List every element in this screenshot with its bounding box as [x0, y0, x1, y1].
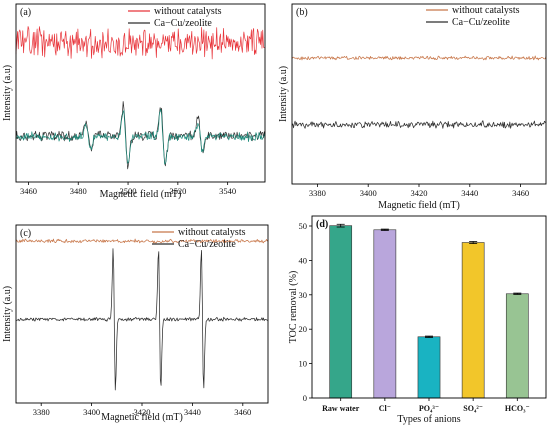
- panel-c-ticks: 3380 3400 3420 3440 3460: [33, 403, 251, 417]
- panel-d-y-tick-label-40: 40: [299, 255, 308, 265]
- panel-c-series-ca-cu-zeolite: [15, 248, 269, 391]
- panel-b-x-tick-label-3380: 3380: [309, 188, 326, 198]
- panel-b-legend-label-ca-cu-zeolite: Ca−Cu/zeolite: [452, 17, 510, 28]
- panel-b-ticks: 3380 3400 3420 3440 3460: [309, 184, 529, 198]
- panel-c-series-layer: [15, 238, 269, 391]
- panel-a-legend-label-without-catalysts: without catalysts: [154, 6, 222, 17]
- panel-d-y-axis-label: TOC removal (%): [288, 271, 299, 344]
- panel-a-y-axis-label: Intensity (a.u): [2, 65, 13, 121]
- panel-a-series-layer: [15, 26, 266, 170]
- panel-a-frame: [15, 3, 266, 183]
- panel-a-esr-chart: 3460 3480 3500 3520 3540 (a) Magnetic field …: [2, 3, 266, 200]
- panel-d-label: (d): [316, 219, 328, 230]
- panel-b-legend-label-without-catalysts: without catalysts: [452, 5, 520, 16]
- panel-c-x-tick-label-3460: 3460: [234, 407, 251, 417]
- panel-d-bar-raw-water-0: [329, 225, 353, 399]
- panel-d-x-tick-label-2: PO₄³⁻: [419, 404, 439, 413]
- panel-a-x-tick-label-3460: 3460: [20, 186, 37, 196]
- panel-b-series-layer: [291, 55, 547, 129]
- panel-c-x-axis-label: Magnetic field (mT): [101, 412, 183, 423]
- panel-d-y-tick-label-0: 0: [303, 393, 307, 403]
- panel-c-series-without-catalysts: [15, 238, 269, 244]
- panel-a-ticks: 3460 3480 3500 3520 3540: [20, 182, 236, 196]
- panel-d-x-tick-label-4: HCO₃⁻: [505, 404, 530, 413]
- panel-c-legend-label-without-catalysts: without catalysts: [178, 227, 246, 238]
- panel-a-x-tick-label-3480: 3480: [70, 186, 87, 196]
- panel-c-esr-chart: 3380 3400 3420 3440 3460 (c) Magnetic field …: [2, 224, 269, 423]
- panel-c-x-tick-label-3420: 3420: [134, 407, 151, 417]
- panel-c-label: (c): [20, 228, 31, 239]
- panel-b-x-axis-label: Magnetic field (mT): [378, 200, 460, 211]
- panel-b-series-without-catalysts: [291, 55, 547, 61]
- panel-b-x-tick-label-3400: 3400: [360, 188, 377, 198]
- panel-c-legend: without catalysts Ca−Cu/zeolite: [152, 227, 246, 250]
- panel-d-y-tick-label-20: 20: [299, 324, 308, 334]
- panel-b-label: (b): [296, 7, 308, 18]
- panel-c-x-tick-label-3400: 3400: [83, 407, 100, 417]
- panel-d-bar-so-3: [461, 242, 485, 399]
- panel-a-series-ca-cu-zeolite: [15, 101, 266, 170]
- panel-d-bar-po-2: [417, 336, 441, 399]
- panel-d-x-tick-label-3: SO₄²⁻: [463, 404, 483, 413]
- panel-d-bar-chart: Raw water Cl⁻ PO₄³⁻ SO₄²⁻ HCO₃⁻ 0 10 20 30 40 50 (…: [288, 215, 547, 425]
- panel-d-bar-cl-1: [373, 229, 397, 399]
- panel-d-y-tick-label-10: 10: [299, 359, 308, 369]
- panel-a-x-axis-label: Magnetic field (mT): [100, 189, 182, 200]
- panel-d-bar-hco-4: [505, 293, 529, 399]
- panel-d-bars: [329, 223, 529, 399]
- panel-b-y-axis-label: Intensity (a.u): [278, 66, 289, 122]
- panel-d-y-tick-label-50: 50: [299, 221, 308, 231]
- panel-d-x-tick-label-1: Cl⁻: [379, 404, 391, 413]
- panel-a-legend: without catalysts Ca−Cu/zeolite: [128, 6, 222, 29]
- panel-c-x-tick-label-3440: 3440: [184, 407, 201, 417]
- panel-c-y-axis-label: Intensity (a.u): [2, 286, 13, 342]
- panel-b-esr-chart: 3380 3400 3420 3440 3460 (b) Magnetic field …: [278, 3, 547, 211]
- panel-a-x-tick-label-3540: 3540: [219, 186, 236, 196]
- panel-c-legend-label-ca-cu-zeolite: Ca−Cu/zeolite: [178, 239, 236, 250]
- panel-a-x-tick-label-3520: 3520: [169, 186, 186, 196]
- panel-d-ticks: Raw water Cl⁻ PO₄³⁻ SO₄²⁻ HCO₃⁻ 0 10 20 30 40 50: [299, 221, 530, 413]
- panel-c-frame: [15, 224, 269, 404]
- panel-d-x-tick-label-0: Raw water: [322, 404, 360, 413]
- panel-b-x-tick-label-3440: 3440: [461, 188, 478, 198]
- panel-b-frame: [291, 3, 547, 185]
- panel-d-y-tick-label-30: 30: [299, 290, 308, 300]
- panel-b-series-ca-cu-zeolite: [291, 120, 547, 129]
- panel-a-series-unlabeled-2: [15, 108, 266, 165]
- panel-b-x-tick-label-3460: 3460: [512, 188, 529, 198]
- panel-a-label: (a): [20, 7, 31, 18]
- panel-a-legend-label-ca-cu-zeolite: Ca−Cu/zeolite: [154, 18, 212, 29]
- panel-b-legend: without catalysts Ca−Cu/zeolite: [426, 5, 520, 28]
- panel-a-series-without-catalysts: [15, 26, 266, 60]
- panel-a-x-tick-label-3500: 3500: [120, 186, 137, 196]
- panel-c-x-tick-label-3380: 3380: [33, 407, 50, 417]
- panel-d-x-axis-label: Types of anions: [397, 414, 460, 425]
- panel-b-x-tick-label-3420: 3420: [411, 188, 428, 198]
